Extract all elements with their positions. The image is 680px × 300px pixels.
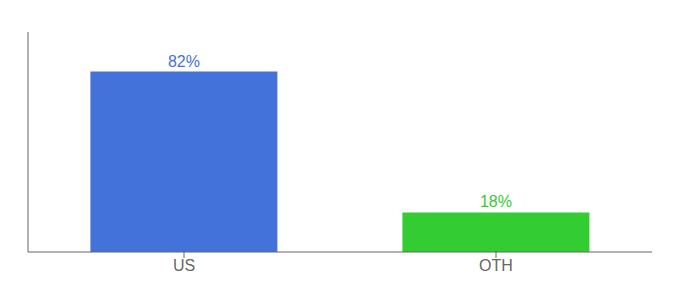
svg-text:18%: 18% — [480, 193, 512, 210]
svg-text:82%: 82% — [168, 53, 200, 70]
svg-text:US: US — [173, 257, 195, 274]
svg-text:OTH: OTH — [479, 257, 513, 274]
